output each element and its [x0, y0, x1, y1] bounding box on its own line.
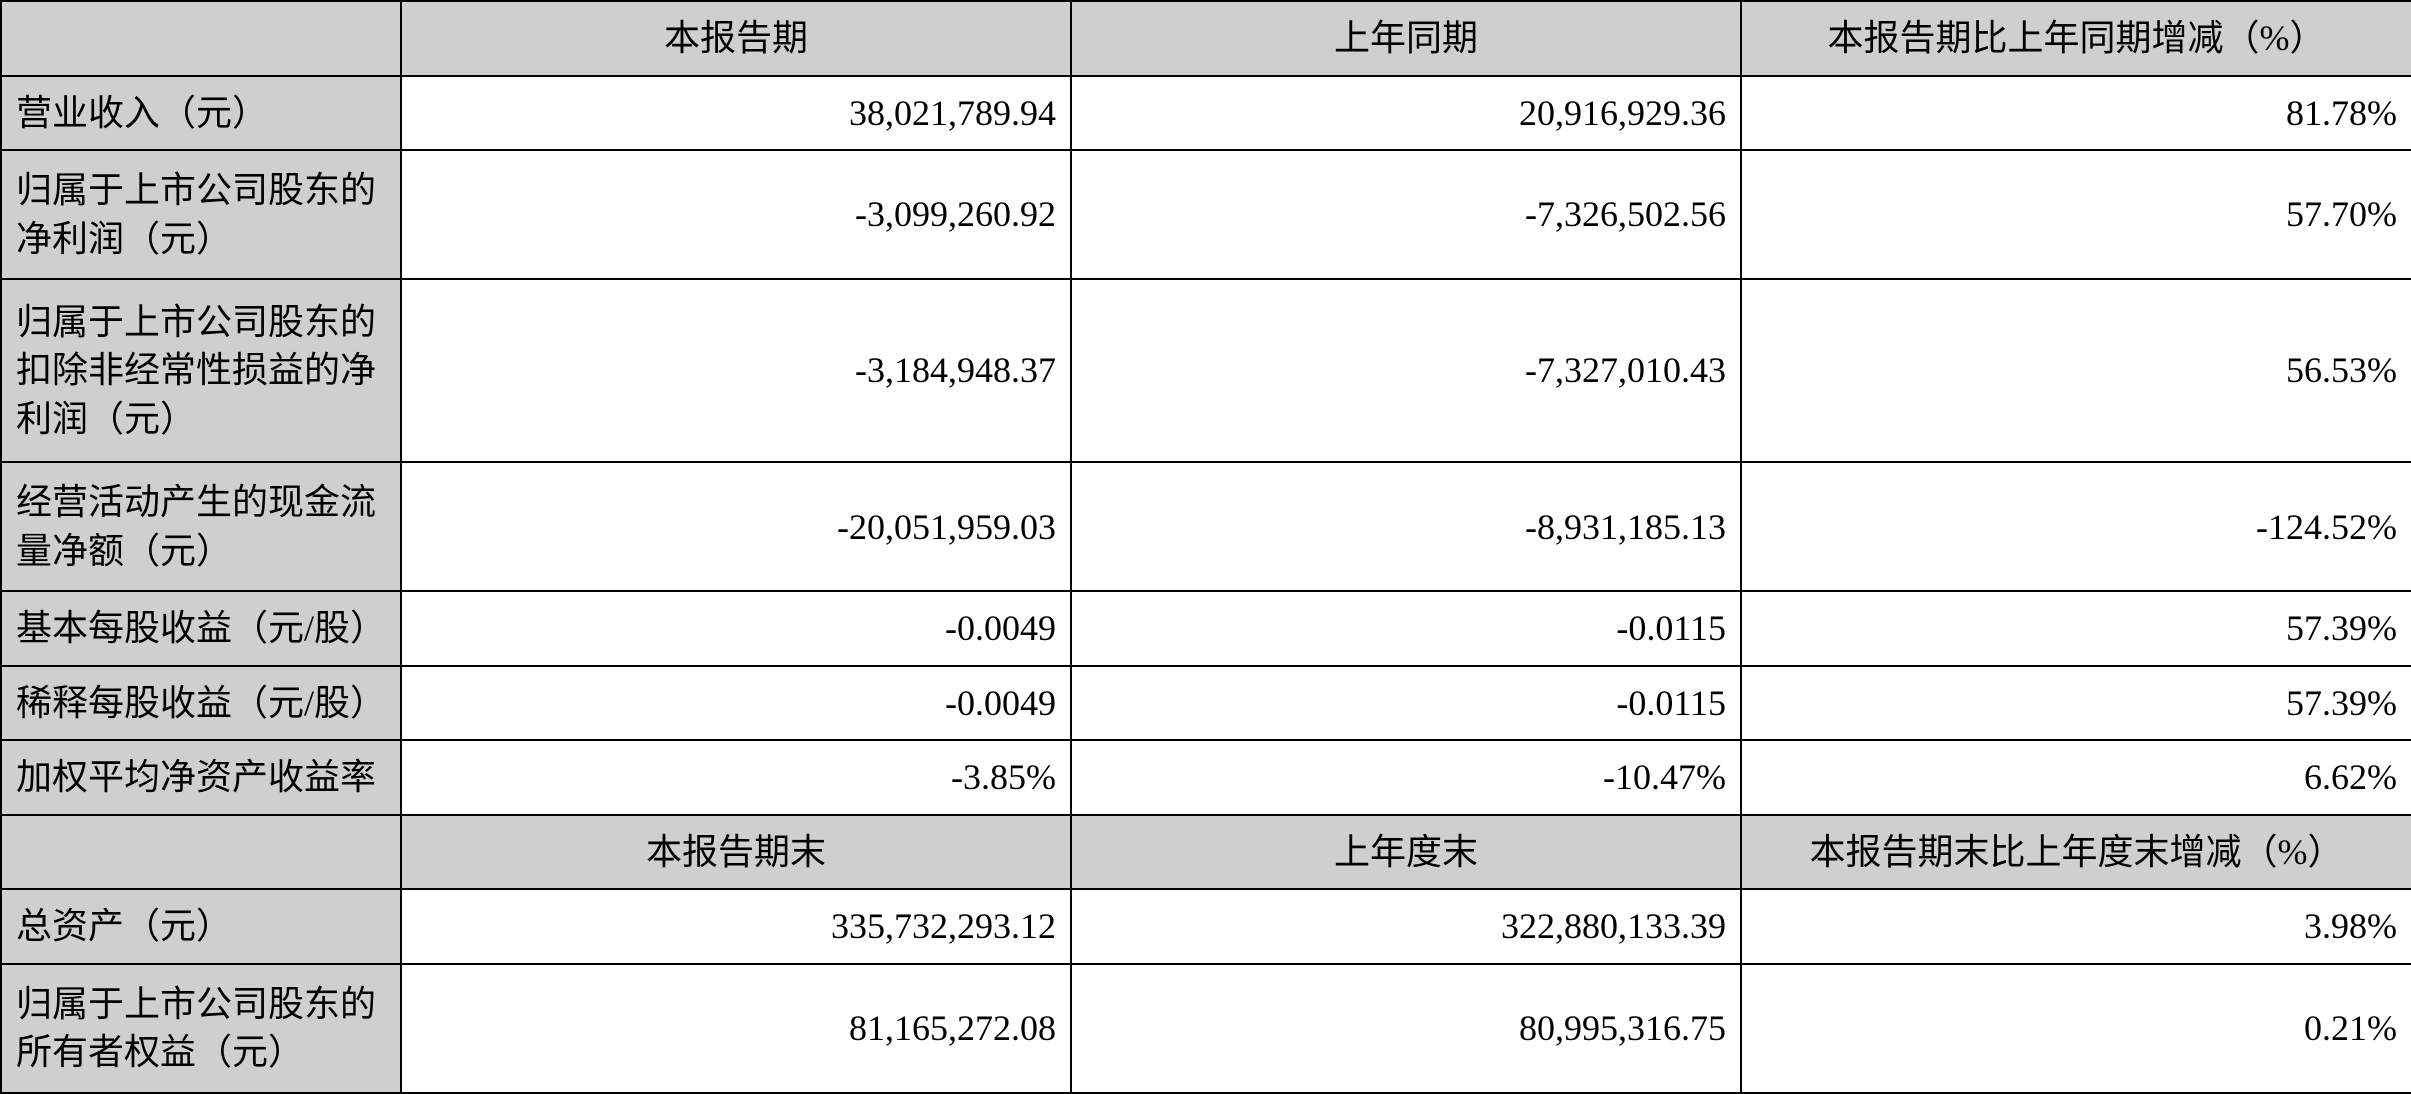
- cell-value: -20,051,959.03: [401, 462, 1071, 591]
- cell-value: -0.0115: [1071, 666, 1741, 741]
- table-row: 经营活动产生的现金流量净额（元） -20,051,959.03 -8,931,1…: [1, 462, 2411, 591]
- table-header-row: 本报告期末 上年度末 本报告期末比上年度末增减（%）: [1, 815, 2411, 890]
- table-row: 总资产（元） 335,732,293.12 322,880,133.39 3.9…: [1, 889, 2411, 964]
- cell-value: 335,732,293.12: [401, 889, 1071, 964]
- row-label: 营业收入（元）: [1, 76, 401, 151]
- table-header-row: 本报告期 上年同期 本报告期比上年同期增减（%）: [1, 1, 2411, 76]
- cell-value: -8,931,185.13: [1071, 462, 1741, 591]
- cell-value: 322,880,133.39: [1071, 889, 1741, 964]
- cell-value: -0.0049: [401, 591, 1071, 666]
- header-year-end: 上年度末: [1071, 815, 1741, 890]
- cell-value: -7,327,010.43: [1071, 279, 1741, 462]
- cell-value: 80,995,316.75: [1071, 964, 1741, 1093]
- row-label: 归属于上市公司股东的所有者权益（元）: [1, 964, 401, 1093]
- cell-value: 57.39%: [1741, 591, 2411, 666]
- financial-table-container: 本报告期 上年同期 本报告期比上年同期增减（%） 营业收入（元） 38,021,…: [0, 0, 2411, 1094]
- cell-value: 81.78%: [1741, 76, 2411, 151]
- header-change-pct: 本报告期末比上年度末增减（%）: [1741, 815, 2411, 890]
- cell-value: -3.85%: [401, 740, 1071, 815]
- cell-value: 20,916,929.36: [1071, 76, 1741, 151]
- cell-value: -3,099,260.92: [401, 150, 1071, 279]
- cell-value: -3,184,948.37: [401, 279, 1071, 462]
- cell-value: -0.0115: [1071, 591, 1741, 666]
- cell-value: 0.21%: [1741, 964, 2411, 1093]
- cell-value: 3.98%: [1741, 889, 2411, 964]
- row-label: 归属于上市公司股东的净利润（元）: [1, 150, 401, 279]
- header-blank: [1, 815, 401, 890]
- cell-value: -0.0049: [401, 666, 1071, 741]
- cell-value: 38,021,789.94: [401, 76, 1071, 151]
- table-row: 稀释每股收益（元/股） -0.0049 -0.0115 57.39%: [1, 666, 2411, 741]
- cell-value: 56.53%: [1741, 279, 2411, 462]
- table-row: 归属于上市公司股东的所有者权益（元） 81,165,272.08 80,995,…: [1, 964, 2411, 1093]
- table-row: 归属于上市公司股东的扣除非经常性损益的净利润（元） -3,184,948.37 …: [1, 279, 2411, 462]
- row-label: 加权平均净资产收益率: [1, 740, 401, 815]
- table-row: 营业收入（元） 38,021,789.94 20,916,929.36 81.7…: [1, 76, 2411, 151]
- cell-value: 57.39%: [1741, 666, 2411, 741]
- header-change-pct: 本报告期比上年同期增减（%）: [1741, 1, 2411, 76]
- table-row: 基本每股收益（元/股） -0.0049 -0.0115 57.39%: [1, 591, 2411, 666]
- cell-value: -124.52%: [1741, 462, 2411, 591]
- cell-value: 6.62%: [1741, 740, 2411, 815]
- cell-value: 57.70%: [1741, 150, 2411, 279]
- row-label: 基本每股收益（元/股）: [1, 591, 401, 666]
- header-blank: [1, 1, 401, 76]
- financial-table: 本报告期 上年同期 本报告期比上年同期增减（%） 营业收入（元） 38,021,…: [0, 0, 2411, 1094]
- row-label: 稀释每股收益（元/股）: [1, 666, 401, 741]
- header-prior-period: 上年同期: [1071, 1, 1741, 76]
- table-row: 归属于上市公司股东的净利润（元） -3,099,260.92 -7,326,50…: [1, 150, 2411, 279]
- table-row: 加权平均净资产收益率 -3.85% -10.47% 6.62%: [1, 740, 2411, 815]
- cell-value: 81,165,272.08: [401, 964, 1071, 1093]
- row-label: 经营活动产生的现金流量净额（元）: [1, 462, 401, 591]
- cell-value: -10.47%: [1071, 740, 1741, 815]
- row-label: 总资产（元）: [1, 889, 401, 964]
- header-current-period: 本报告期: [401, 1, 1071, 76]
- row-label: 归属于上市公司股东的扣除非经常性损益的净利润（元）: [1, 279, 401, 462]
- header-period-end: 本报告期末: [401, 815, 1071, 890]
- cell-value: -7,326,502.56: [1071, 150, 1741, 279]
